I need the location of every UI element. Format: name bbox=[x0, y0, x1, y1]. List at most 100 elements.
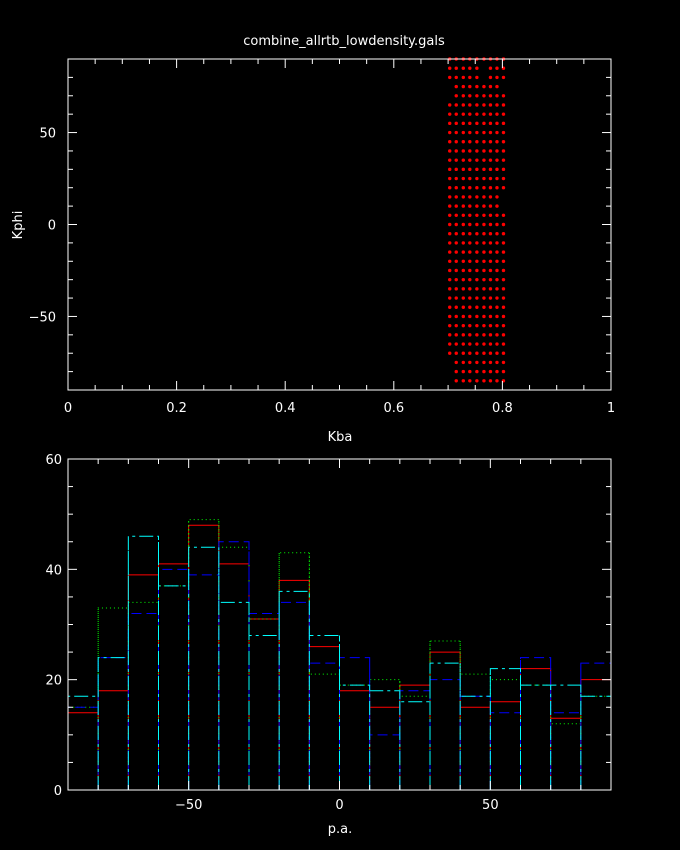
scatter-x-tick-label: 0.8 bbox=[492, 401, 513, 416]
scatter-point bbox=[454, 186, 458, 190]
scatter-point bbox=[461, 158, 466, 162]
scatter-point bbox=[461, 167, 466, 172]
scatter-x-axis-label: Kba bbox=[328, 430, 353, 445]
scatter-point bbox=[501, 287, 506, 291]
scatter-point bbox=[495, 75, 499, 80]
scatter-point bbox=[454, 121, 458, 126]
scatter-point bbox=[488, 231, 493, 236]
scatter-point bbox=[495, 94, 499, 98]
scatter-point bbox=[482, 314, 486, 319]
scatter-point bbox=[468, 158, 472, 162]
figure-title: combine_allrtb_lowdensity.gals bbox=[243, 34, 445, 49]
scatter-point bbox=[468, 342, 472, 346]
scatter-point bbox=[488, 158, 493, 162]
histogram-x-tick-label: −50 bbox=[175, 798, 202, 813]
scatter-point bbox=[448, 287, 452, 291]
scatter-ticks: 0 0.2 0.4 0.6 0.8 1 −50 0 50 bbox=[29, 58, 615, 416]
scatter-point bbox=[501, 231, 506, 236]
scatter-point bbox=[482, 250, 486, 254]
scatter-point bbox=[488, 103, 493, 107]
scatter-point bbox=[448, 296, 452, 300]
scatter-point bbox=[475, 176, 479, 181]
scatter-point bbox=[501, 75, 506, 80]
scatter-point bbox=[495, 66, 499, 70]
scatter-point bbox=[448, 305, 452, 309]
scatter-point bbox=[454, 66, 458, 70]
scatter-point bbox=[454, 360, 458, 365]
scatter-point bbox=[482, 277, 486, 282]
scatter-point bbox=[475, 379, 479, 383]
scatter-point bbox=[468, 287, 472, 291]
scatter-point bbox=[495, 195, 499, 199]
scatter-point bbox=[488, 259, 493, 263]
histogram-x-tick-label: 50 bbox=[482, 798, 499, 813]
scatter-point bbox=[495, 186, 499, 190]
scatter-point bbox=[501, 277, 506, 282]
scatter-point bbox=[468, 259, 472, 263]
scatter-point bbox=[468, 66, 472, 70]
scatter-point bbox=[468, 195, 472, 199]
scatter-point bbox=[454, 75, 458, 80]
scatter-point bbox=[461, 379, 466, 383]
scatter-point bbox=[461, 195, 466, 199]
scatter-point bbox=[495, 351, 499, 355]
scatter-point bbox=[495, 305, 499, 309]
scatter-point bbox=[495, 140, 499, 144]
scatter-point bbox=[461, 176, 466, 181]
scatter-point bbox=[482, 130, 486, 135]
scatter-point bbox=[461, 268, 466, 273]
scatter-point bbox=[482, 186, 486, 190]
scatter-point bbox=[461, 204, 466, 208]
scatter-point bbox=[488, 140, 493, 144]
scatter-point bbox=[454, 140, 458, 144]
scatter-point bbox=[468, 103, 472, 107]
scatter-point bbox=[461, 75, 466, 80]
scatter-point bbox=[482, 222, 486, 227]
scatter-point bbox=[468, 121, 472, 126]
scatter-point bbox=[468, 167, 472, 172]
scatter-point bbox=[495, 213, 499, 218]
histogram-y-tick-label: 0 bbox=[54, 784, 62, 799]
scatter-panel: 0 0.2 0.4 0.6 0.8 1 −50 0 50 Kba Kphi bbox=[11, 57, 615, 445]
scatter-point bbox=[501, 121, 506, 126]
scatter-point bbox=[454, 305, 458, 309]
scatter-point bbox=[454, 369, 458, 374]
scatter-point bbox=[475, 213, 479, 218]
scatter-point bbox=[468, 241, 472, 245]
scatter-point bbox=[488, 287, 493, 291]
scatter-point bbox=[454, 314, 458, 319]
scatter-point bbox=[482, 360, 486, 365]
scatter-point bbox=[461, 213, 466, 218]
scatter-point bbox=[461, 250, 466, 254]
scatter-point bbox=[501, 241, 506, 245]
scatter-point bbox=[461, 333, 466, 337]
scatter-point bbox=[501, 176, 506, 181]
scatter-point bbox=[461, 241, 466, 245]
scatter-point bbox=[482, 323, 486, 328]
histogram-ticks: −50 0 50 0 20 40 60 bbox=[45, 453, 612, 813]
scatter-point bbox=[488, 186, 493, 190]
scatter-point bbox=[454, 130, 458, 135]
scatter-point bbox=[482, 305, 486, 309]
histogram-y-tick-label: 20 bbox=[45, 674, 62, 689]
scatter-point bbox=[482, 195, 486, 199]
scatter-point bbox=[448, 112, 452, 116]
scatter-point bbox=[488, 84, 493, 89]
scatter-point bbox=[488, 241, 493, 245]
scatter-point bbox=[461, 121, 466, 126]
scatter-point bbox=[501, 222, 506, 227]
scatter-point bbox=[468, 333, 472, 337]
scatter-point bbox=[454, 259, 458, 263]
scatter-point bbox=[495, 231, 499, 236]
scatter-point bbox=[495, 121, 499, 126]
scatter-point bbox=[468, 75, 472, 80]
scatter-point bbox=[501, 130, 506, 135]
scatter-point bbox=[488, 130, 493, 135]
scatter-point bbox=[475, 296, 479, 300]
scatter-point bbox=[482, 176, 486, 181]
scatter-point bbox=[448, 121, 452, 126]
scatter-point bbox=[468, 250, 472, 254]
scatter-point bbox=[482, 167, 486, 172]
scatter-point bbox=[461, 287, 466, 291]
scatter-point bbox=[454, 296, 458, 300]
